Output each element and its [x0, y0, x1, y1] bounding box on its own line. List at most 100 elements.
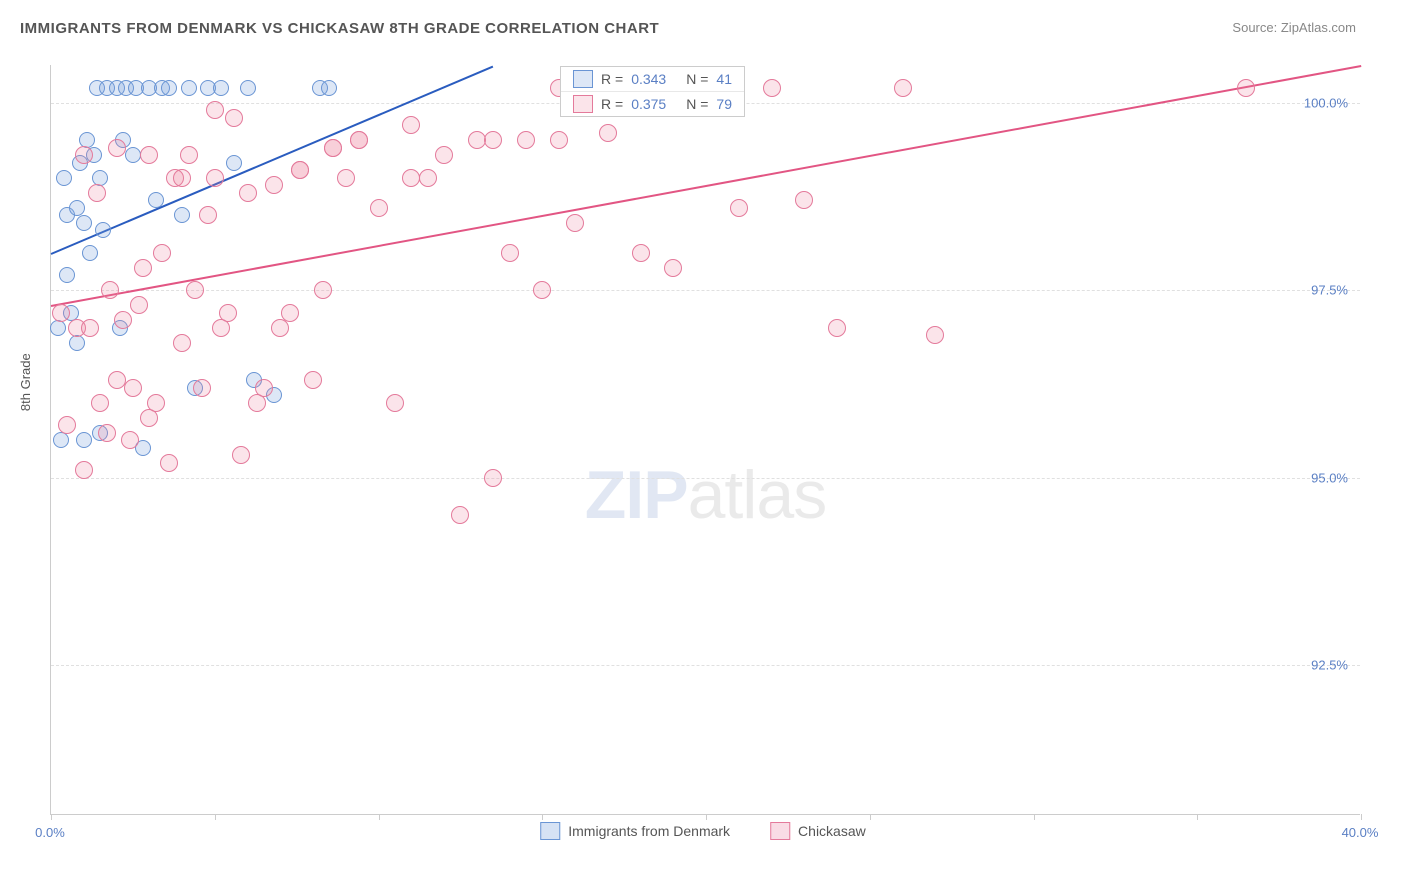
legend-label: Chickasaw: [798, 823, 866, 839]
r-label: R =: [601, 96, 623, 112]
data-point: [130, 296, 148, 314]
data-point: [435, 146, 453, 164]
data-point: [232, 446, 250, 464]
x-tick: [706, 814, 707, 820]
watermark: ZIPatlas: [585, 456, 826, 534]
data-point: [91, 394, 109, 412]
data-point: [125, 147, 141, 163]
data-point: [763, 79, 781, 97]
data-point: [59, 267, 75, 283]
data-point: [239, 184, 257, 202]
data-point: [484, 469, 502, 487]
data-point: [114, 311, 132, 329]
data-point: [161, 80, 177, 96]
data-point: [291, 161, 309, 179]
x-tick: [1361, 814, 1362, 820]
data-point: [926, 326, 944, 344]
data-point: [468, 131, 486, 149]
legend-series-item: Immigrants from Denmark: [540, 822, 730, 840]
legend-stat-row: R =0.343N =41: [561, 67, 744, 92]
data-point: [148, 192, 164, 208]
n-value: 79: [716, 96, 732, 112]
x-tick: [870, 814, 871, 820]
data-point: [76, 215, 92, 231]
data-point: [281, 304, 299, 322]
x-tick-label: 40.0%: [1342, 825, 1379, 840]
data-point: [1237, 79, 1255, 97]
data-point: [181, 80, 197, 96]
data-point: [304, 371, 322, 389]
data-point: [370, 199, 388, 217]
gridline: [51, 665, 1360, 666]
x-tick: [379, 814, 380, 820]
data-point: [153, 244, 171, 262]
data-point: [240, 80, 256, 96]
n-label: N =: [686, 96, 708, 112]
chart-title: IMMIGRANTS FROM DENMARK VS CHICKASAW 8TH…: [20, 20, 659, 37]
data-point: [124, 379, 142, 397]
x-tick: [51, 814, 52, 820]
data-point: [730, 199, 748, 217]
gridline: [51, 478, 1360, 479]
data-point: [58, 416, 76, 434]
data-point: [255, 379, 273, 397]
data-point: [402, 169, 420, 187]
data-point: [550, 131, 568, 149]
data-point: [517, 131, 535, 149]
y-axis-label: 8th Grade: [18, 353, 33, 411]
chart-container: IMMIGRANTS FROM DENMARK VS CHICKASAW 8TH…: [0, 0, 1406, 892]
data-point: [484, 131, 502, 149]
y-tick-label: 100.0%: [1304, 95, 1348, 110]
data-point: [88, 184, 106, 202]
gridline: [51, 290, 1360, 291]
data-point: [599, 124, 617, 142]
source-citation: Source: ZipAtlas.com: [1232, 20, 1356, 35]
data-point: [337, 169, 355, 187]
data-point: [828, 319, 846, 337]
data-point: [193, 379, 211, 397]
data-point: [226, 155, 242, 171]
data-point: [82, 245, 98, 261]
r-value: 0.343: [631, 71, 666, 87]
data-point: [81, 319, 99, 337]
data-point: [213, 80, 229, 96]
data-point: [795, 191, 813, 209]
data-point: [50, 320, 66, 336]
correlation-legend: R =0.343N =41R =0.375N =79: [560, 66, 745, 117]
n-label: N =: [686, 71, 708, 87]
data-point: [75, 146, 93, 164]
legend-swatch: [540, 822, 560, 840]
data-point: [98, 424, 116, 442]
watermark-zip: ZIP: [585, 457, 688, 533]
data-point: [321, 80, 337, 96]
x-tick: [215, 814, 216, 820]
data-point: [121, 431, 139, 449]
legend-label: Immigrants from Denmark: [568, 823, 730, 839]
data-point: [174, 207, 190, 223]
data-point: [225, 109, 243, 127]
source-label: Source:: [1232, 20, 1277, 35]
data-point: [101, 281, 119, 299]
data-point: [134, 259, 152, 277]
data-point: [324, 139, 342, 157]
data-point: [451, 506, 469, 524]
y-tick-label: 95.0%: [1311, 470, 1348, 485]
data-point: [53, 432, 69, 448]
data-point: [533, 281, 551, 299]
data-point: [402, 116, 420, 134]
data-point: [52, 304, 70, 322]
watermark-atlas: atlas: [688, 457, 827, 533]
data-point: [69, 335, 85, 351]
data-point: [95, 222, 111, 238]
r-value: 0.375: [631, 96, 666, 112]
data-point: [350, 131, 368, 149]
data-point: [160, 454, 178, 472]
data-point: [180, 146, 198, 164]
data-point: [108, 139, 126, 157]
x-tick-label: 0.0%: [35, 825, 65, 840]
source-value: ZipAtlas.com: [1281, 20, 1356, 35]
data-point: [147, 394, 165, 412]
data-point: [664, 259, 682, 277]
data-point: [632, 244, 650, 262]
data-point: [566, 214, 584, 232]
